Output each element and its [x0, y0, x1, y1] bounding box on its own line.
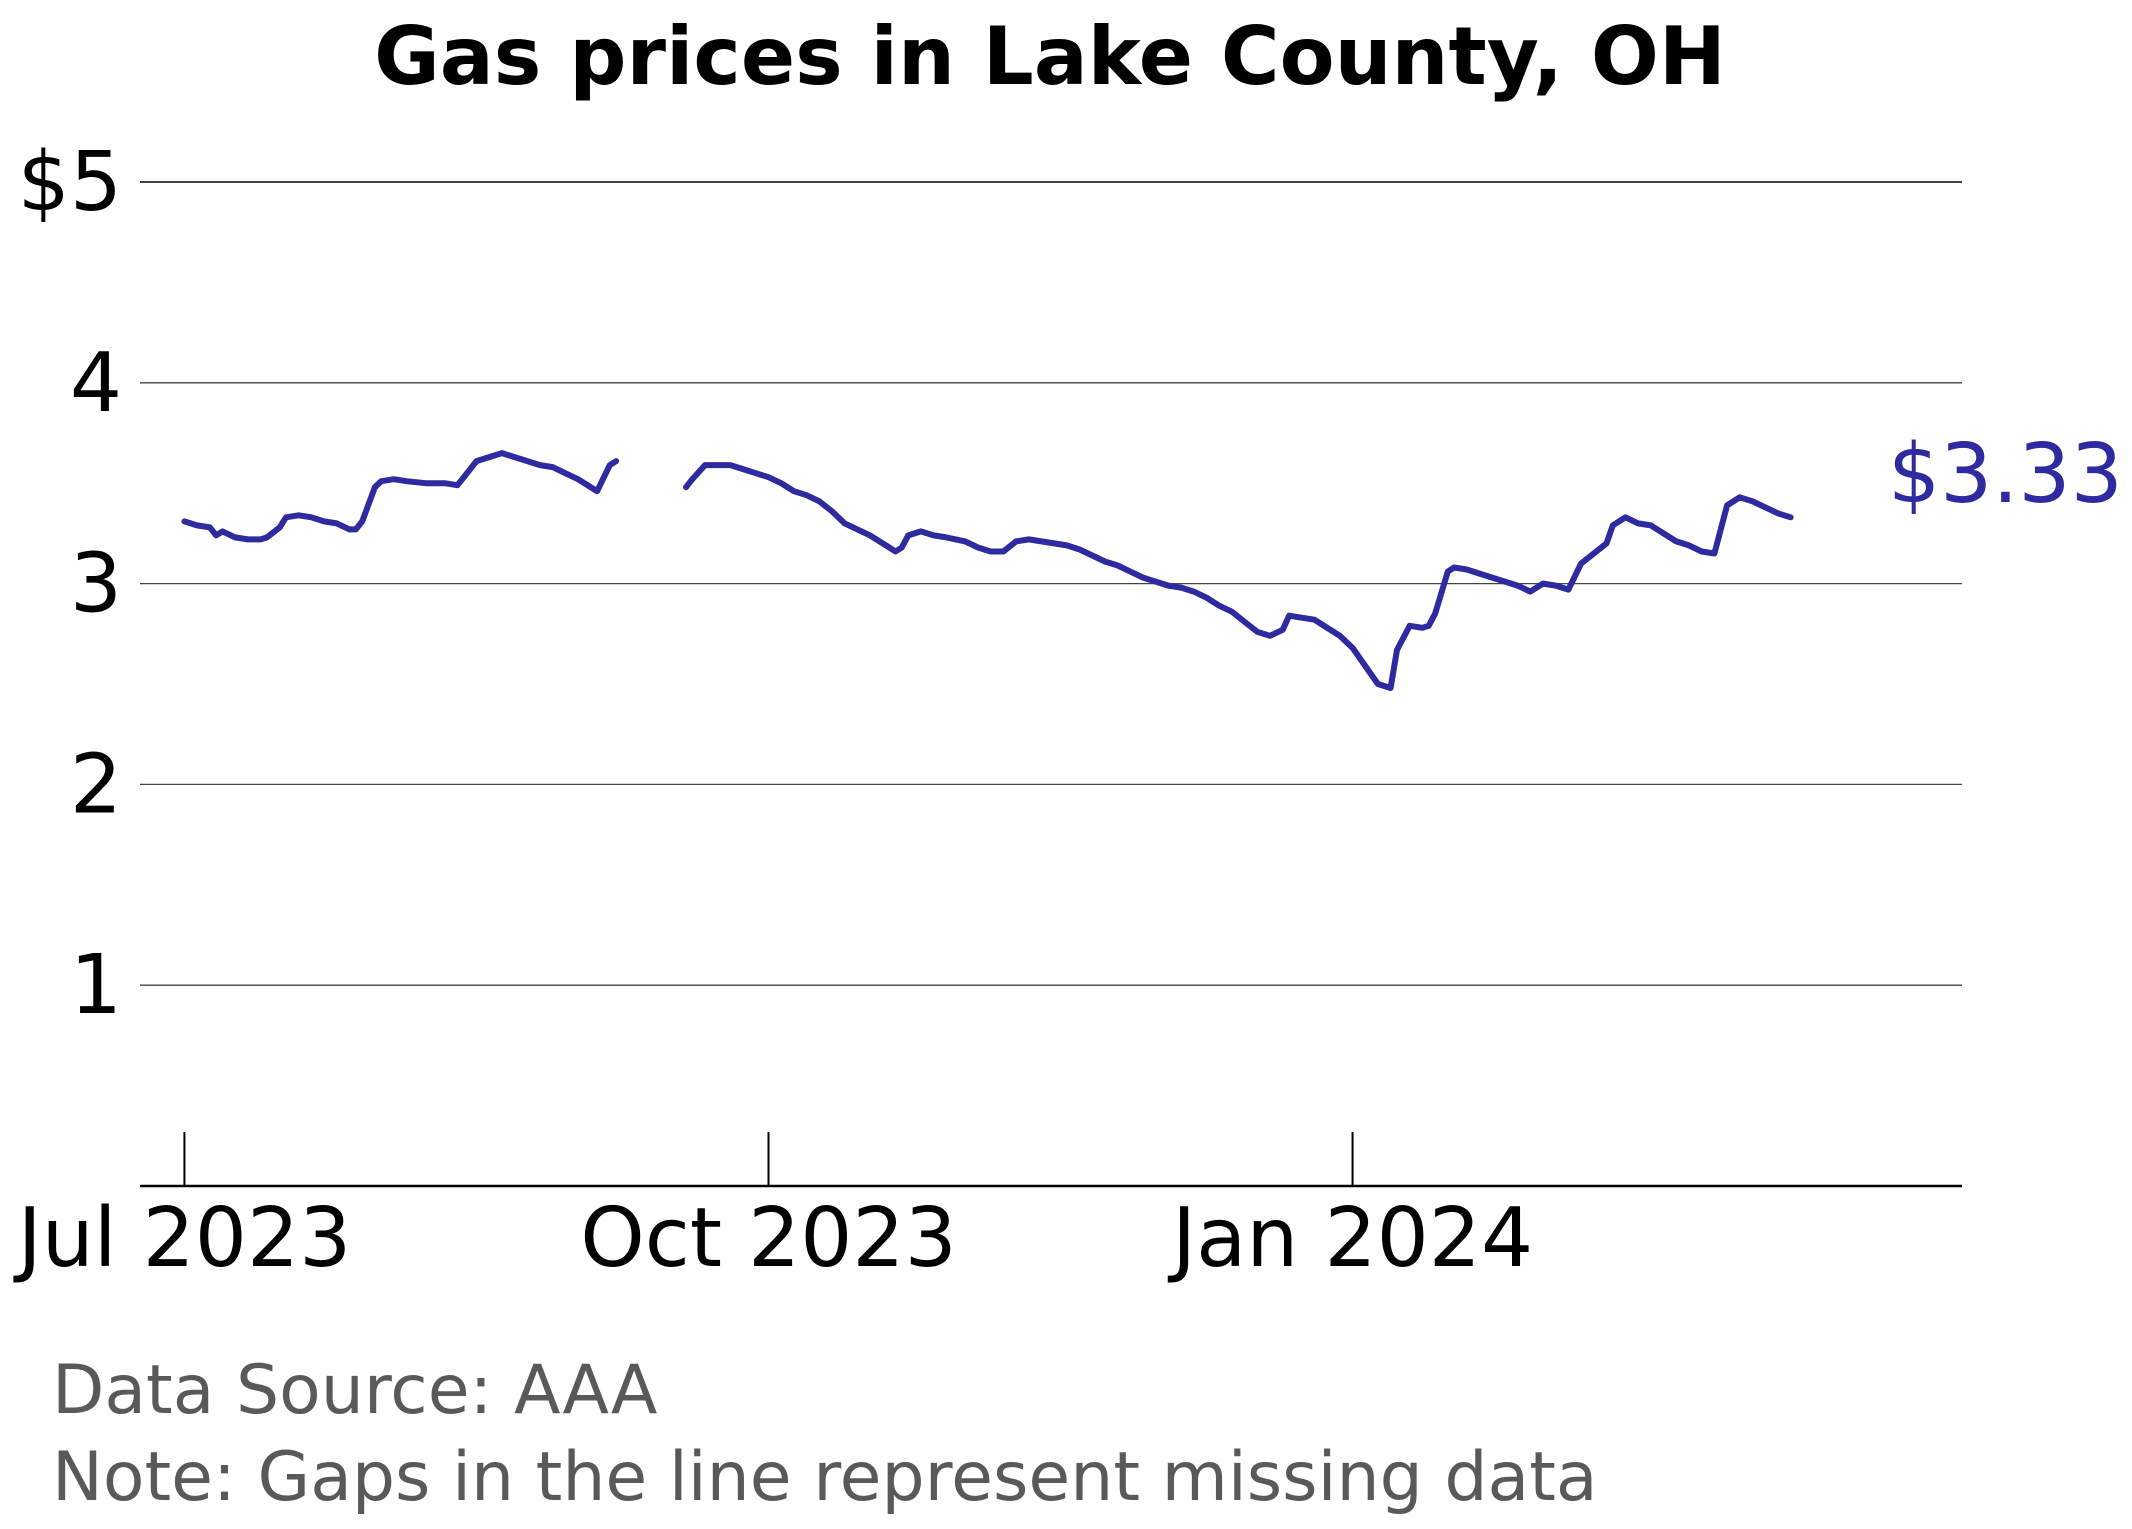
x-tick-label: Jan 2024: [1167, 1191, 1533, 1286]
y-tick-label: $5: [18, 135, 122, 230]
series-lines: [181, 450, 1794, 691]
gridlines: [140, 181, 1962, 986]
data-source-note: Data Source: AAA: [52, 1351, 657, 1430]
chart-title: Gas prices in Lake County, OH: [374, 10, 1726, 103]
missing-data-note: Note: Gaps in the line represent missing…: [52, 1438, 1598, 1517]
axes: 1 2 3 4 $5 Jul 2023 Oct 2023 Jan 2024: [13, 135, 1962, 1286]
series-line-segment: [683, 462, 1794, 691]
y-tick-label: 2: [70, 737, 122, 832]
series-line-segment: [181, 450, 620, 543]
y-tick-label: 4: [70, 336, 122, 431]
y-tick-label: 1: [70, 938, 122, 1033]
y-tick-label: 3: [70, 537, 122, 632]
x-tick-label: Jul 2023: [13, 1191, 352, 1286]
last-value-label: $3.33: [1888, 427, 2123, 522]
x-tick-label: Oct 2023: [580, 1191, 957, 1286]
